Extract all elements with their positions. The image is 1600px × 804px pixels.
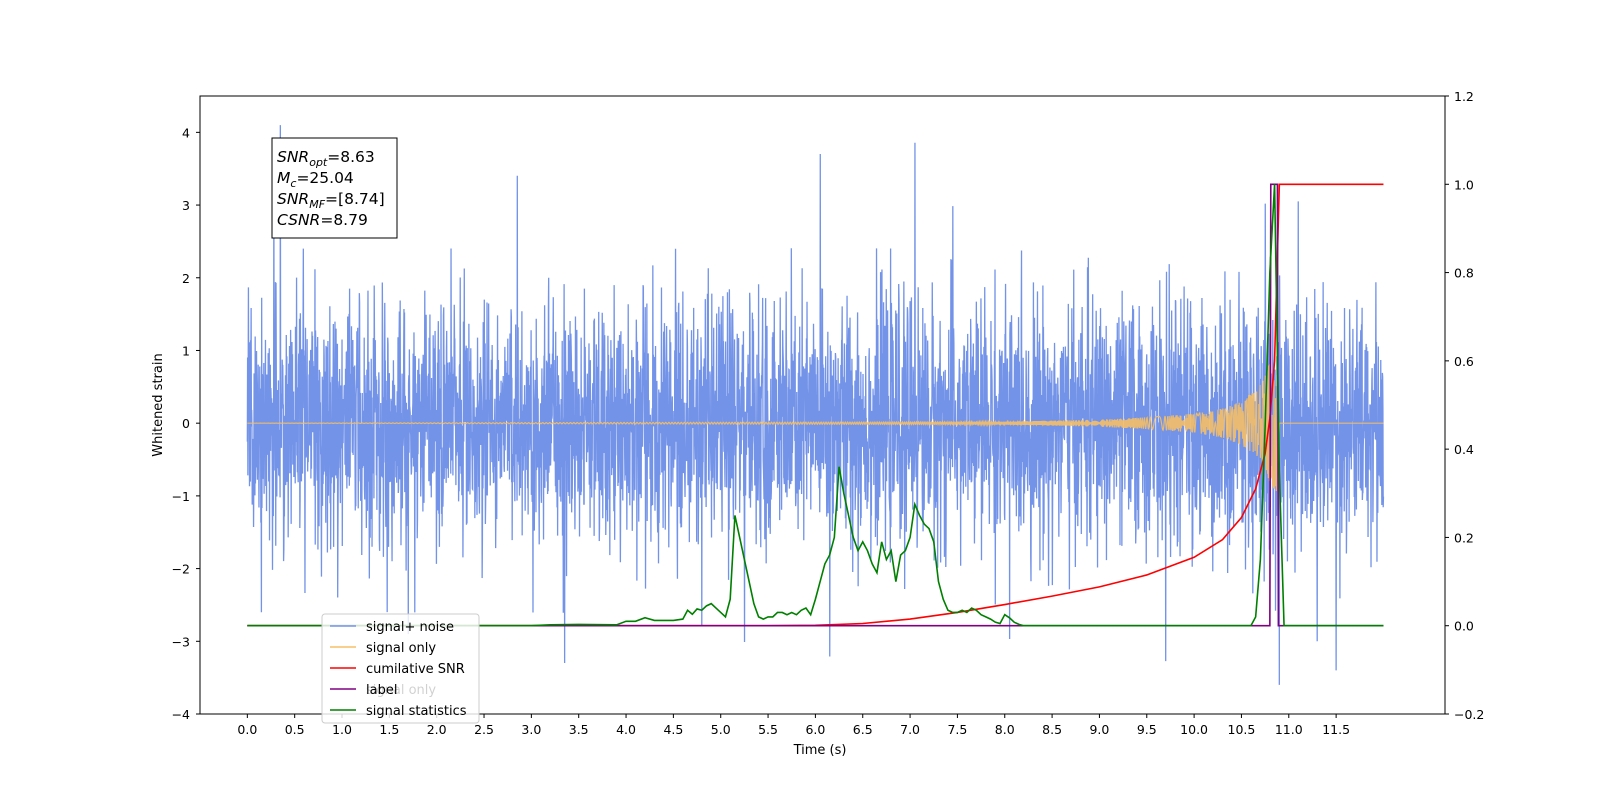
y2-tick-label: 0.2 [1454, 530, 1474, 545]
y-tick-label: −3 [172, 634, 190, 649]
legend-label: signal+ noise [366, 620, 454, 635]
x-tick-label: 10.5 [1228, 722, 1256, 737]
y-tick-label: −1 [172, 489, 190, 504]
x-tick-label: 4.5 [663, 722, 683, 737]
y2-tick-label: 0.4 [1454, 442, 1474, 457]
y-tick-label: 2 [182, 271, 190, 286]
legend: signal+ noise signal only cumilative SNR si… [321, 613, 480, 724]
x-tick-label: 3.5 [569, 722, 589, 737]
x-tick-label: 5.5 [758, 722, 778, 737]
y2-tick-label: 1.2 [1454, 89, 1474, 104]
x-tick-label: 7.5 [947, 722, 967, 737]
annotation-line: SNRopt=8.63 [277, 148, 375, 169]
y2-tick-label: 1.0 [1454, 177, 1474, 192]
x-tick-label: 7.0 [900, 722, 920, 737]
x-tick-label: 8.0 [995, 722, 1015, 737]
x-tick-label: 11.0 [1275, 722, 1303, 737]
y2-tick-label: −0.2 [1454, 707, 1484, 722]
x-tick-label: 3.0 [521, 722, 541, 737]
y2-axis: 1.2 1.0 0.8 0.6 0.4 0.2 0.0 −0.2 [1445, 89, 1484, 722]
y-tick-label: 0 [182, 416, 190, 431]
x-tick-label: 11.5 [1322, 722, 1350, 737]
x-tick-label: 10.0 [1180, 722, 1208, 737]
y2-tick-label: 0.8 [1454, 266, 1474, 281]
series-cumulative-snr [247, 183, 1384, 627]
series-signal-statistics [247, 184, 1384, 627]
x-tick-label: 0.5 [285, 722, 305, 737]
annotation-line: Mc=25.04 [277, 169, 354, 190]
x-tick-label: 4.0 [616, 722, 636, 737]
y-tick-label: 4 [182, 125, 190, 140]
series-signal-noise [246, 125, 1385, 685]
x-tick-label: 1.5 [379, 722, 399, 737]
x-tick-label: 2.0 [427, 722, 447, 737]
y-tick-label: −2 [172, 562, 190, 577]
x-tick-label: 9.0 [1089, 722, 1109, 737]
annotation-frame [271, 137, 398, 239]
annotation-line: SNRMF=[8.74] [277, 190, 385, 211]
y-axis-label: Whitened strain [151, 353, 166, 456]
legend-frame [321, 613, 480, 724]
y-tick-label: −4 [172, 707, 190, 722]
x-tick-label: 6.5 [853, 722, 873, 737]
y2-tick-label: 0.0 [1454, 619, 1474, 634]
legend-label: signal only [366, 641, 436, 656]
x-tick-label: 1.0 [332, 722, 352, 737]
legend-ghost-label: signal only [366, 683, 436, 698]
x-axis: 0.0 0.5 1.0 1.5 2.0 2.5 3.0 3.5 4.0 4.5 5.0 5.5 6.0 6… [237, 714, 1350, 737]
y2-tick-label: 0.6 [1454, 354, 1474, 369]
legend-label: cumilative SNR [366, 662, 465, 677]
legend-label: label [366, 683, 397, 698]
plot-frame [199, 95, 1446, 715]
x-tick-label: 5.0 [711, 722, 731, 737]
legend-label: signal statistics [366, 704, 467, 719]
series-signal-only [247, 363, 1384, 492]
plot-area [246, 125, 1385, 685]
x-tick-label: 8.5 [1042, 722, 1062, 737]
x-axis-label: Time (s) [793, 743, 847, 758]
x-tick-label: 2.5 [474, 722, 494, 737]
y-tick-label: 1 [182, 343, 190, 358]
x-tick-label: 0.0 [237, 722, 257, 737]
x-tick-label: 9.5 [1137, 722, 1157, 737]
y-axis: 4 3 2 1 0 −1 −2 −3 −4 [172, 125, 200, 722]
annotation-line: CSNR=8.79 [277, 211, 368, 229]
x-tick-label: 6.0 [805, 722, 825, 737]
y-tick-label: 3 [182, 198, 190, 213]
